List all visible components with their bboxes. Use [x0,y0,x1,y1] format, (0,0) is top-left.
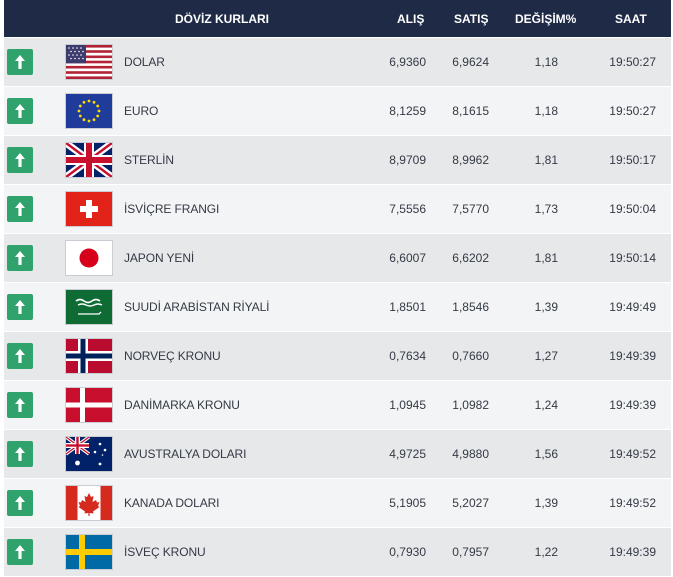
currency-name: EURO [124,104,159,118]
sell-rate: 0,7660 [452,349,489,363]
currency-name: İSVİÇRE FRANGI [124,202,220,216]
sell-rate: 4,9880 [452,447,489,461]
arrow-up-icon [7,539,33,565]
update-time: 19:50:17 [609,153,656,167]
buy-rate: 5,1905 [389,496,426,510]
change-percent: 1,81 [534,251,558,265]
change-percent: 1,18 [534,55,558,69]
table-row[interactable]: SUUDİ ARABİSTAN RİYALİ 1,8501 1,8546 1,3… [4,283,671,331]
update-time: 19:49:49 [609,300,656,314]
table-row[interactable]: EURO 8,1259 8,1615 1,18 19:50:27 [4,87,671,135]
arrow-up-icon [7,343,33,369]
sell-rate: 8,9962 [452,153,489,167]
sell-rate: 7,5770 [452,202,489,216]
arrow-up-icon [7,49,33,75]
japan-flag-icon [66,241,112,275]
table-row[interactable]: DANİMARKA KRONU 1,0945 1,0982 1,24 19:49… [4,381,671,429]
arrow-up-icon [7,294,33,320]
update-time: 19:50:27 [609,55,656,69]
change-percent: 1,73 [534,202,558,216]
table-body: DOLAR 6,9360 6,9624 1,18 19:50:27 [4,38,671,576]
change-percent: 1,22 [534,545,558,559]
currency-table: DÖVİZ KURLARI ALIŞ SATIŞ DEĞİŞİM% SAAT [4,0,671,576]
change-percent: 1,39 [534,300,558,314]
table-row[interactable]: AVUSTRALYA DOLARI 4,9725 4,9880 1,56 19:… [4,430,671,478]
buy-rate: 6,9360 [389,55,426,69]
update-time: 19:49:39 [609,545,656,559]
header-time: SAAT [615,11,647,26]
change-percent: 1,27 [534,349,558,363]
buy-rate: 1,0945 [389,398,426,412]
change-percent: 1,24 [534,398,558,412]
currency-name: JAPON YENİ [124,251,195,265]
buy-rate: 6,6007 [389,251,426,265]
table-header: DÖVİZ KURLARI ALIŞ SATIŞ DEĞİŞİM% SAAT [4,0,671,37]
table-row[interactable]: İSVEÇ KRONU 0,7930 0,7957 1,22 19:49:39 [4,528,671,576]
table-row[interactable]: STERLİN 8,9709 8,9962 1,81 19:50:17 [4,136,671,184]
table-row[interactable]: JAPON YENİ 6,6007 6,6202 1,81 19:50:14 [4,234,671,282]
norway-flag-icon [66,339,112,373]
table-row[interactable]: NORVEÇ KRONU 0,7634 0,7660 1,27 19:49:39 [4,332,671,380]
denmark-flag-icon [66,388,112,422]
change-percent: 1,18 [534,104,558,118]
currency-name: İSVEÇ KRONU [124,545,206,559]
header-sell: SATIŞ [454,11,489,26]
uk-flag-icon [66,143,112,177]
change-percent: 1,39 [534,496,558,510]
table-row[interactable]: KANADA DOLARI 5,1905 5,2027 1,39 19:49:5… [4,479,671,527]
sell-rate: 8,1615 [452,104,489,118]
currency-name: KANADA DOLARI [124,496,220,510]
update-time: 19:49:52 [609,447,656,461]
australia-flag-icon [66,437,112,471]
change-percent: 1,56 [534,447,558,461]
sell-rate: 6,6202 [452,251,489,265]
update-time: 19:49:39 [609,398,656,412]
table-row[interactable]: İSVİÇRE FRANGI 7,5556 7,5770 1,73 19:50:… [4,185,671,233]
arrow-up-icon [7,490,33,516]
sell-rate: 6,9624 [452,55,489,69]
update-time: 19:50:14 [609,251,656,265]
arrow-up-icon [7,147,33,173]
usa-flag-icon [66,45,112,79]
buy-rate: 0,7634 [389,349,426,363]
change-percent: 1,81 [534,153,558,167]
switzerland-flag-icon [66,192,112,226]
arrow-up-icon [7,196,33,222]
canada-flag-icon [66,486,112,520]
sell-rate: 1,8546 [452,300,489,314]
currency-name: DOLAR [124,55,165,69]
header-buy: ALIŞ [397,11,425,26]
update-time: 19:49:39 [609,349,656,363]
update-time: 19:50:27 [609,104,656,118]
currency-name: DANİMARKA KRONU [124,398,240,412]
saudi-arabia-flag-icon [66,290,112,324]
buy-rate: 4,9725 [389,447,426,461]
eu-flag-icon [66,94,112,128]
sell-rate: 0,7957 [452,545,489,559]
arrow-up-icon [7,245,33,271]
currency-name: STERLİN [124,153,174,167]
arrow-up-icon [7,392,33,418]
update-time: 19:49:52 [609,496,656,510]
currency-name: NORVEÇ KRONU [124,349,221,363]
buy-rate: 1,8501 [389,300,426,314]
header-title: DÖVİZ KURLARI [175,11,269,26]
buy-rate: 0,7930 [389,545,426,559]
table-row[interactable]: DOLAR 6,9360 6,9624 1,18 19:50:27 [4,38,671,86]
arrow-up-icon [7,441,33,467]
update-time: 19:50:04 [609,202,656,216]
sweden-flag-icon [66,535,112,569]
arrow-up-icon [7,98,33,124]
buy-rate: 7,5556 [389,202,426,216]
sell-rate: 5,2027 [452,496,489,510]
currency-name: SUUDİ ARABİSTAN RİYALİ [124,300,270,314]
header-change: DEĞİŞİM% [515,11,577,26]
sell-rate: 1,0982 [452,398,489,412]
buy-rate: 8,1259 [389,104,426,118]
currency-name: AVUSTRALYA DOLARI [124,447,247,461]
buy-rate: 8,9709 [389,153,426,167]
